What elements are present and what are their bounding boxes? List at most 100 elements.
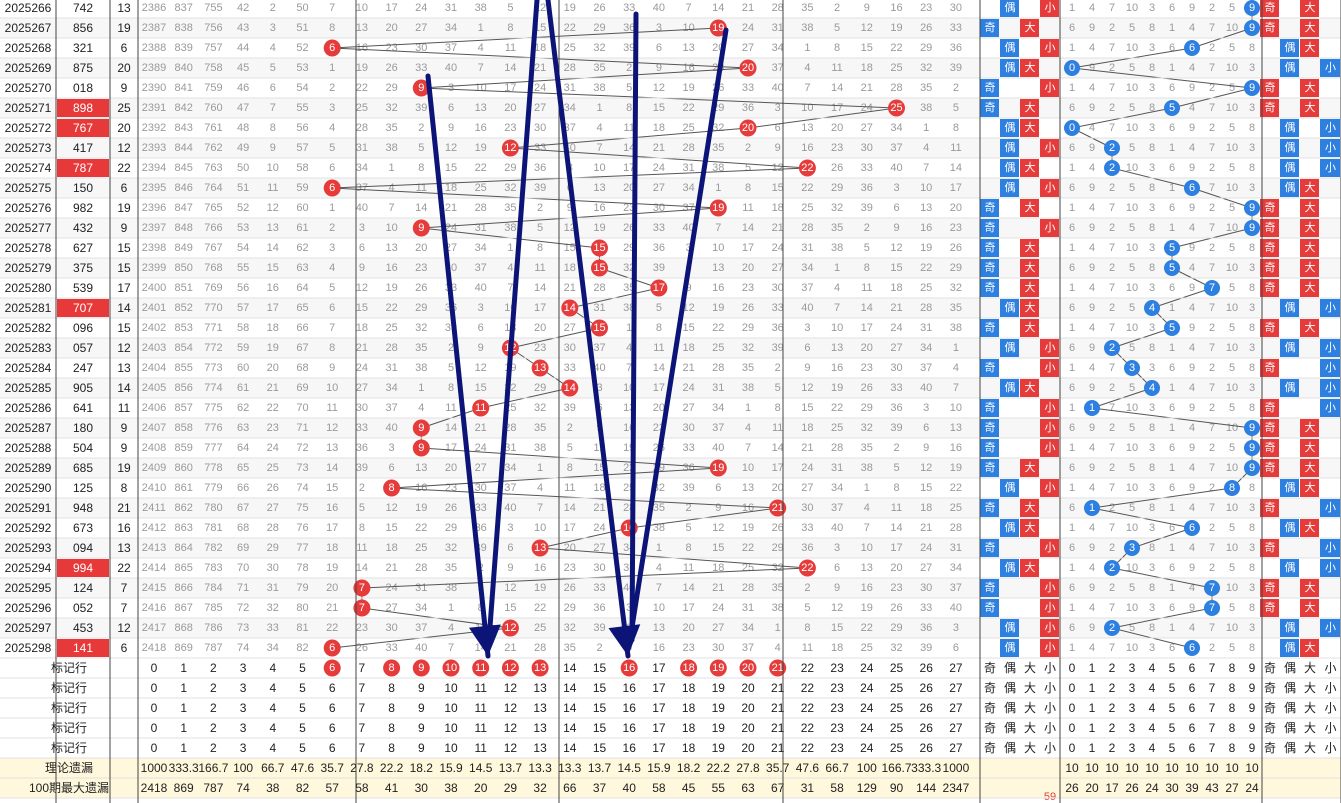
- miss-value: 7: [864, 522, 870, 534]
- digit-miss: 1: [1169, 302, 1175, 314]
- digit-miss: 7: [1209, 142, 1215, 154]
- oe-label: 大: [1025, 320, 1036, 334]
- draw-number: 539: [73, 281, 93, 295]
- digit-miss: 3: [1249, 142, 1255, 154]
- miss-value: 2387: [142, 22, 166, 34]
- digit-miss: 6: [1169, 642, 1175, 654]
- digit-miss: 9: [1089, 142, 1095, 154]
- marker-num: 11: [474, 741, 487, 755]
- table-row: [0, 78, 1341, 98]
- max-value: 67: [771, 781, 785, 795]
- max-row: [0, 778, 1341, 798]
- miss-value: 1: [745, 402, 751, 414]
- miss-value: 28: [831, 442, 843, 454]
- miss-value: 33: [861, 162, 873, 174]
- miss-value: 17: [861, 322, 873, 334]
- digit-miss: 4: [1189, 222, 1195, 234]
- oe-header: 奇: [984, 681, 996, 695]
- sum-ball-label: 12: [504, 142, 516, 154]
- digit-miss: 7: [1109, 2, 1115, 14]
- oe2-header: 小: [1324, 721, 1336, 735]
- miss-value: 28: [950, 522, 962, 534]
- miss-value: 1: [448, 602, 454, 614]
- oe2-label: 大: [1305, 280, 1316, 294]
- miss-value: 27: [890, 342, 902, 354]
- miss-value: 2: [329, 222, 335, 234]
- miss-value: 1: [537, 462, 543, 474]
- digit-miss: 7: [1209, 22, 1215, 34]
- miss-value: 39: [772, 342, 784, 354]
- miss-value: 22: [682, 102, 694, 114]
- miss-value: 7: [389, 202, 395, 214]
- oe-badge: [1020, 379, 1039, 397]
- miss-value: 25: [504, 402, 516, 414]
- miss-value: 2389: [142, 62, 166, 74]
- digit-miss: 8: [1249, 122, 1255, 134]
- miss-value: 851: [175, 282, 193, 294]
- oe-label: 大: [1025, 520, 1036, 534]
- miss-value: 32: [831, 202, 843, 214]
- digit-miss: 2: [1209, 82, 1215, 94]
- oe-label: 小: [1045, 641, 1056, 654]
- theory-value: 13.7: [499, 761, 523, 775]
- oe-label: 大: [1025, 60, 1036, 74]
- digit-miss: 2: [1209, 642, 1215, 654]
- miss-value: 32: [564, 622, 576, 634]
- miss-value: 16: [623, 422, 635, 434]
- oe-badge: [1040, 619, 1059, 637]
- period-number: 2025268: [5, 41, 52, 55]
- miss-value: 20: [682, 622, 694, 634]
- period-number: 2025269: [5, 61, 52, 75]
- digit-header: 3: [1129, 721, 1136, 735]
- marker-num: 9: [418, 701, 425, 715]
- oe-badge: [1040, 139, 1059, 157]
- oe-badge: [980, 419, 999, 437]
- miss-value: 2410: [142, 482, 166, 494]
- miss-value: 20: [564, 542, 576, 554]
- miss-value: 2403: [142, 342, 166, 354]
- digit-miss: 2: [1109, 22, 1115, 34]
- max-value: 58: [830, 781, 844, 795]
- theory-digit: 10: [1085, 761, 1099, 775]
- miss-value: 5: [537, 222, 543, 234]
- digit-miss: 2: [1109, 582, 1115, 594]
- miss-value: 5: [953, 102, 959, 114]
- oe-label: 奇: [985, 261, 996, 274]
- miss-value: 39: [653, 262, 665, 274]
- marker-num: 20: [741, 701, 755, 715]
- oe2-label: 奇: [1265, 361, 1276, 374]
- marker-label: 标记行: [51, 661, 87, 675]
- digit-miss: 1: [1069, 202, 1075, 214]
- digit-miss: 4: [1089, 282, 1095, 294]
- miss-value: 12: [445, 142, 457, 154]
- period-number: 2025292: [5, 521, 52, 535]
- digit-ball-label: 5: [1169, 262, 1175, 274]
- draw-number: 685: [73, 461, 93, 475]
- digit-header: 2: [1109, 681, 1116, 695]
- miss-value: 4: [329, 122, 335, 134]
- digit-header: 9: [1249, 741, 1256, 755]
- miss-value: 34: [267, 642, 279, 654]
- miss-value: 27: [267, 502, 279, 514]
- miss-value: 861: [175, 482, 193, 494]
- draw-number: 898: [73, 101, 93, 115]
- oe2-header: 偶: [1284, 741, 1296, 755]
- digit-miss: 6: [1169, 362, 1175, 374]
- sum-value: 6: [121, 641, 128, 655]
- miss-value: 1: [775, 622, 781, 634]
- digit-miss: 10: [1226, 382, 1238, 394]
- miss-value: 26: [445, 502, 457, 514]
- marker-ball: [680, 659, 698, 677]
- oe-label: 奇: [985, 581, 996, 594]
- digit-miss: 10: [1126, 322, 1138, 334]
- oe-badge: [1020, 239, 1039, 257]
- sum-ball-label: 25: [890, 102, 902, 114]
- marker-num: 4: [269, 661, 276, 675]
- miss-value: 33: [742, 82, 754, 94]
- oe2-badge: [1320, 59, 1340, 77]
- digit-miss: 8: [1149, 262, 1155, 274]
- digit-miss: 9: [1089, 542, 1095, 554]
- marker-num: 4: [269, 741, 276, 755]
- miss-value: 2414: [142, 562, 166, 574]
- marker-num: 2: [210, 741, 217, 755]
